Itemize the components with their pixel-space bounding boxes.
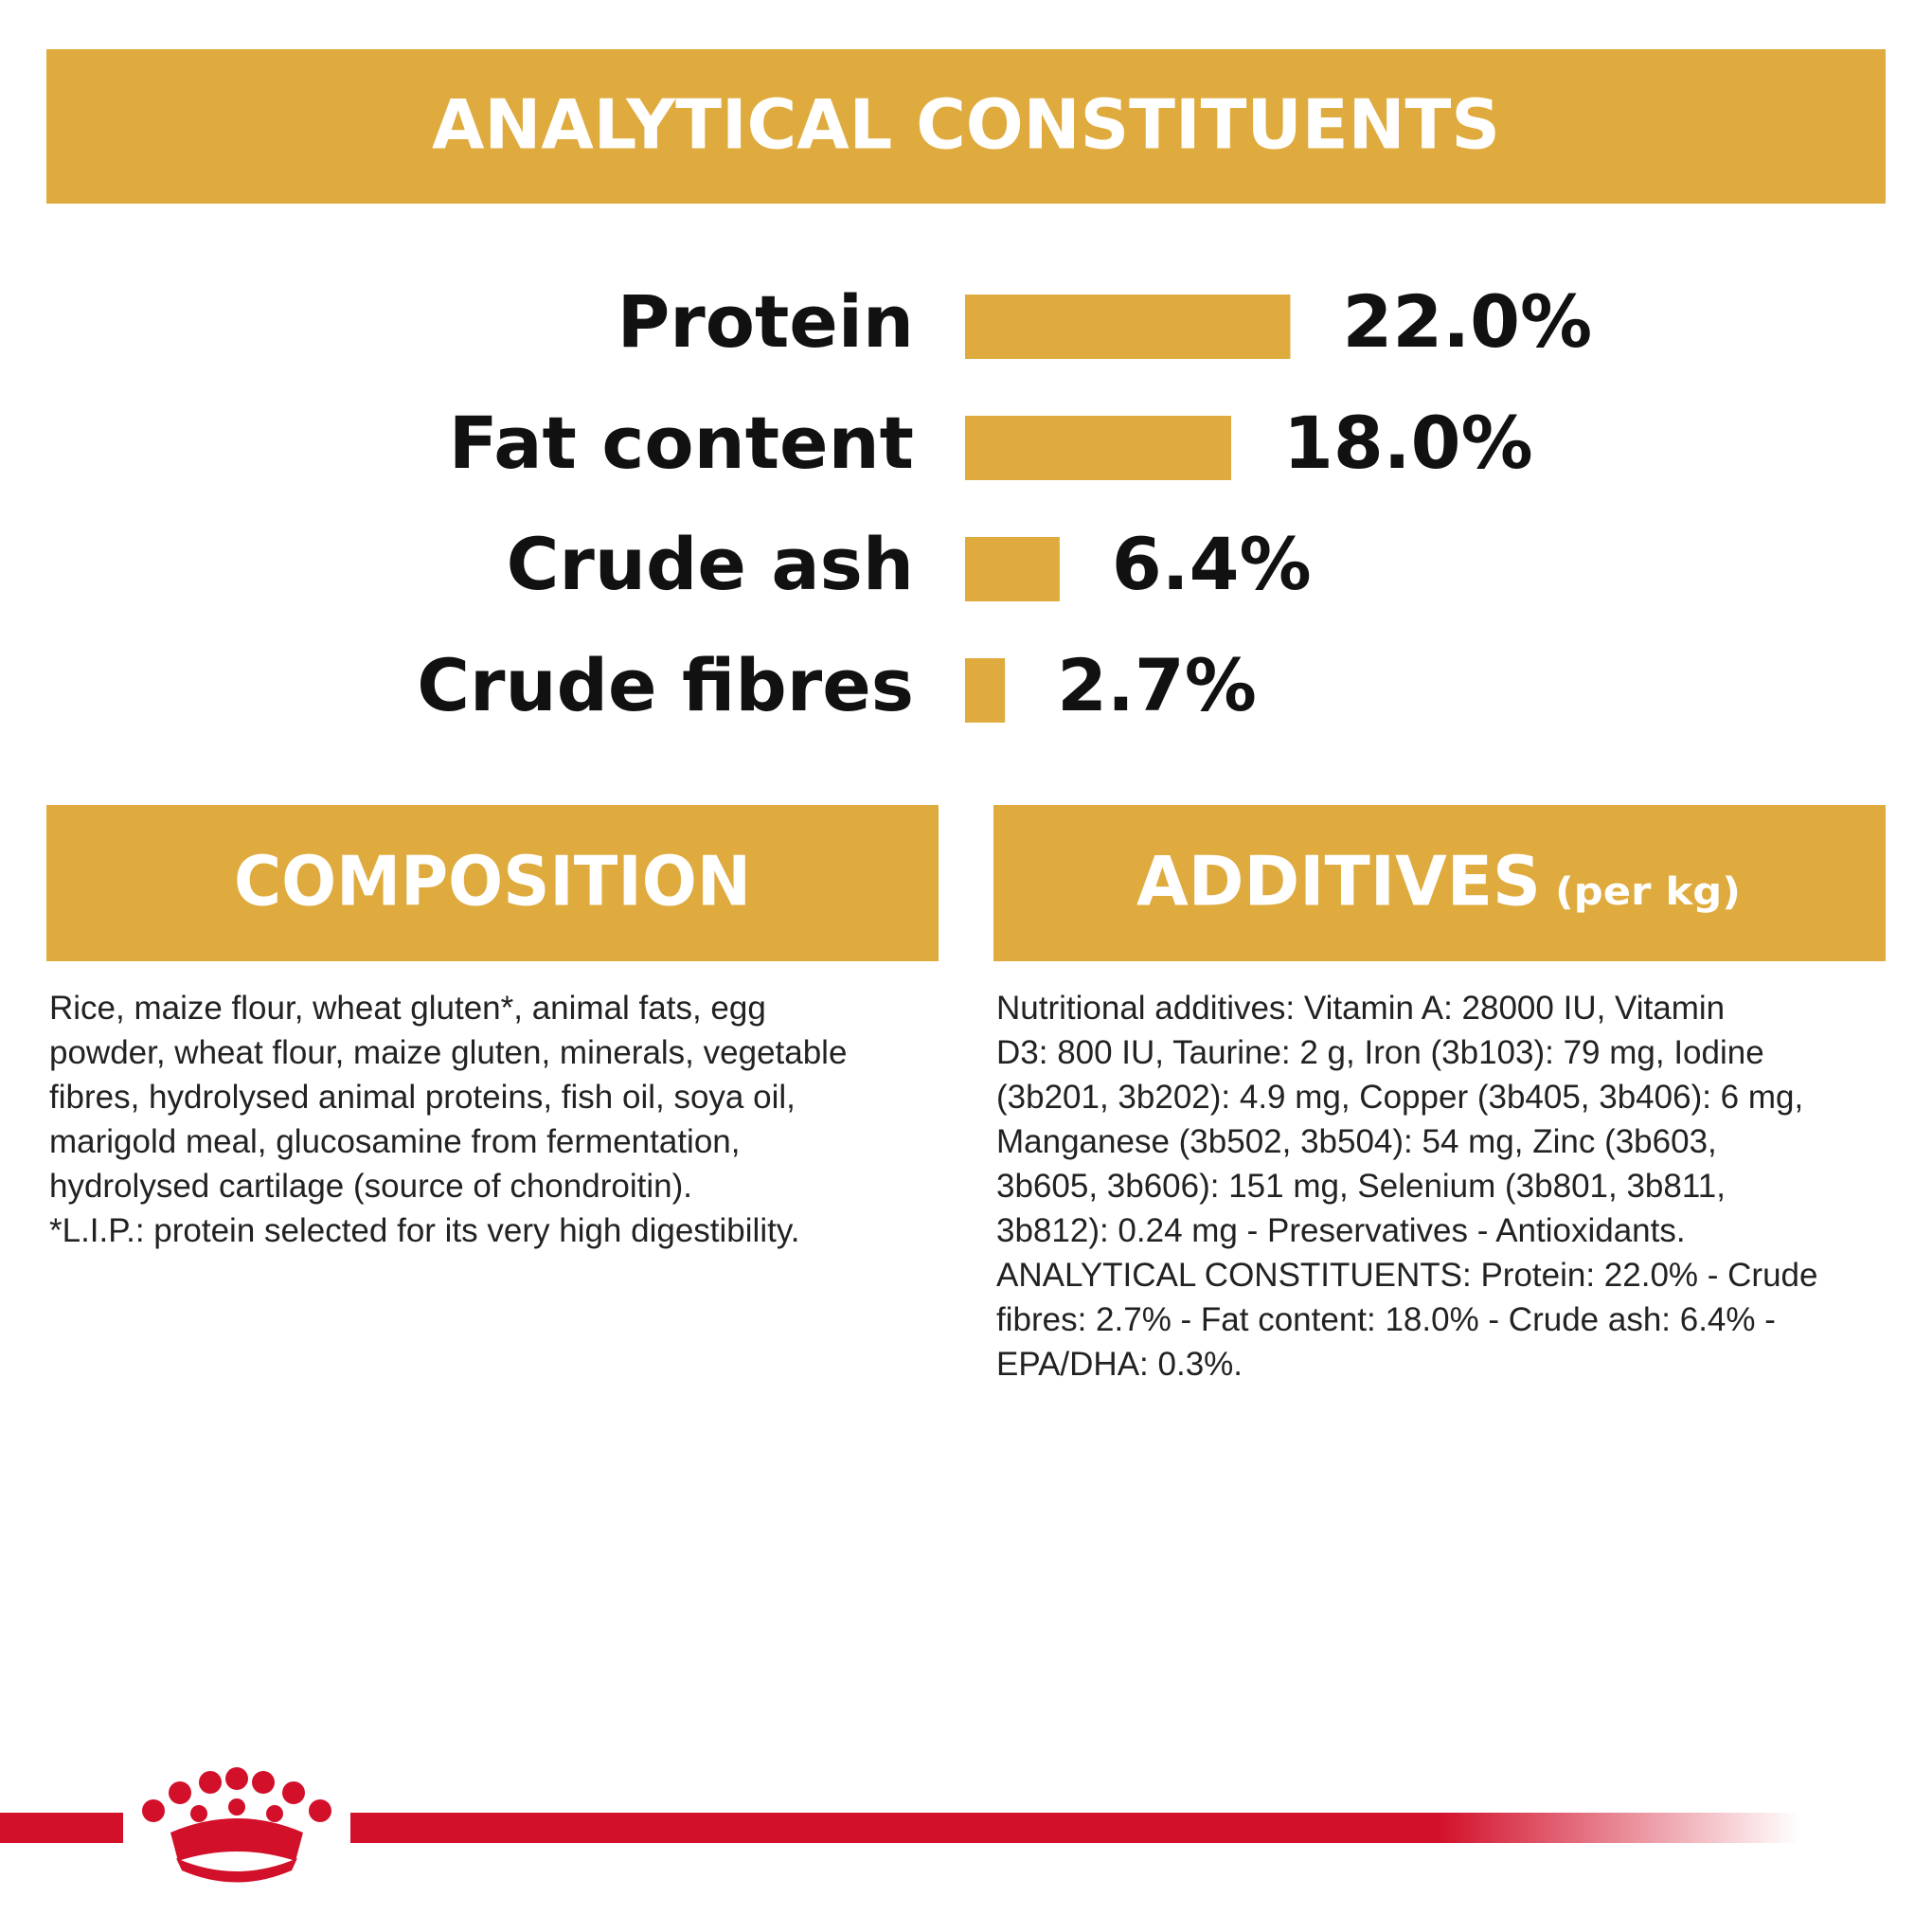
value-label: 22.0% — [1342, 279, 1592, 364]
body-text-line: fibres: 2.7% - Fat content: 18.0% - Crud… — [996, 1301, 1776, 1338]
body-text-line: Manganese (3b502, 3b504): 54 mg, Zinc (3… — [996, 1123, 1717, 1160]
value-label: 6.4% — [1112, 522, 1312, 606]
body-text-line: Rice, maize flour, wheat gluten*, animal… — [49, 990, 766, 1027]
footer — [0, 1767, 1799, 1883]
body-text-line: marigold meal, glucosamine from fermenta… — [49, 1123, 740, 1160]
footer-line — [0, 1813, 123, 1843]
body-text-line: Nutritional additives: Vitamin A: 28000 … — [996, 990, 1725, 1027]
title-banner — [46, 49, 1886, 204]
value-label: 2.7% — [1057, 643, 1257, 727]
body-text-line: 3b605, 3b606): 151 mg, Selenium (3b801, … — [996, 1168, 1726, 1205]
bar — [965, 416, 1232, 480]
body-text-line: ANALYTICAL CONSTITUENTS: Protein: 22.0% … — [996, 1257, 1817, 1294]
bar — [965, 295, 1291, 359]
category-label: Fat content — [449, 401, 914, 485]
value-label: 18.0% — [1283, 401, 1533, 485]
body-text-line: *L.I.P.: protein selected for its very h… — [49, 1212, 799, 1249]
category-label: Crude ash — [507, 522, 914, 606]
body-text-line: EPA/DHA: 0.3%. — [996, 1346, 1243, 1383]
composition-banner — [46, 805, 939, 961]
category-label: Crude fibres — [417, 643, 914, 727]
additives-banner — [993, 805, 1886, 961]
body-text-line: fibres, hydrolysed animal proteins, fish… — [49, 1079, 796, 1116]
composition-title: COMPOSITION — [234, 842, 751, 921]
additives-subtitle: (per kg) — [1555, 870, 1741, 914]
footer-line — [350, 1813, 1799, 1843]
crown-logo — [142, 1767, 331, 1883]
body-text-line: hydrolysed cartilage (source of chondroi… — [49, 1168, 692, 1205]
additives-title: ADDITIVES — [1136, 842, 1541, 921]
bar — [965, 537, 1060, 601]
body-text-line: (3b201, 3b202): 4.9 mg, Copper (3b405, 3… — [996, 1079, 1803, 1116]
body-text-line: powder, wheat flour, maize gluten, miner… — [49, 1034, 847, 1071]
bar — [965, 658, 1006, 723]
chart-title: ANALYTICAL CONSTITUENTS — [432, 85, 1500, 165]
category-label: Protein — [617, 279, 914, 364]
body-text-line: D3: 800 IU, Taurine: 2 g, Iron (3b103): … — [996, 1034, 1764, 1071]
body-text-line: 3b812): 0.24 mg - Preservatives - Antiox… — [996, 1212, 1686, 1249]
